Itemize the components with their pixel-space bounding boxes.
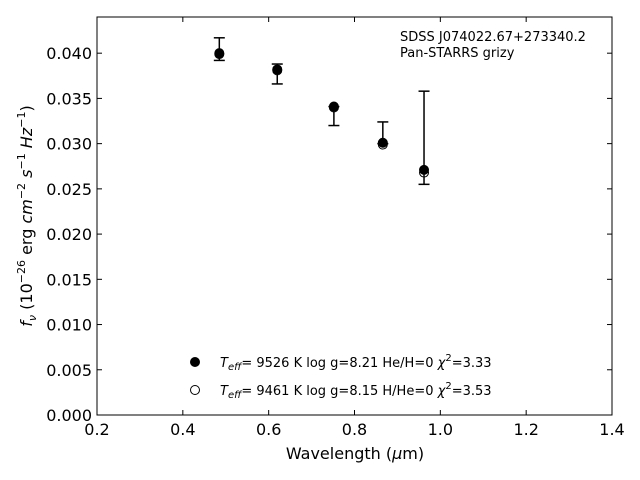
y-tick-label: 0.000 <box>46 406 92 425</box>
y-axis-title: fν (10−26 erg cm−2 s−1 Hz−1) <box>15 105 39 326</box>
x-tick-label: 0.4 <box>170 420 195 439</box>
y-tick-label: 0.030 <box>46 135 92 154</box>
x-tick-label: 1.4 <box>599 420 624 439</box>
model-point-open <box>328 102 339 113</box>
x-tick-label: 0.2 <box>84 420 109 439</box>
annotation-survey: Pan-STARRS grizy <box>400 46 515 61</box>
y-tick-label: 0.005 <box>46 361 92 380</box>
y-tick-label: 0.020 <box>46 225 92 244</box>
legend: Teff= 9526 K log g=8.21 He/H=0 χ2=3.33 T… <box>190 353 492 401</box>
y-tick-label: 0.035 <box>46 89 92 108</box>
model-point-open <box>419 167 430 178</box>
legend-marker-filled <box>190 357 200 367</box>
y-tick-label: 0.010 <box>46 316 92 335</box>
model-point-open <box>377 139 388 150</box>
y-tick-label: 0.025 <box>46 180 92 199</box>
legend-label-da: Teff= 9526 K log g=8.21 He/H=0 χ2=3.33 <box>220 353 492 373</box>
x-tick-label: 0.6 <box>256 420 281 439</box>
x-tick-label: 0.8 <box>342 420 367 439</box>
legend-entry-da: Teff= 9526 K log g=8.21 He/H=0 χ2=3.33 <box>190 353 492 373</box>
legend-marker-open <box>190 385 200 395</box>
ticks-layer: 0.2 0.4 0.6 0.8 1.0 1.2 1.4 0.000 0.005 0.010 0.01… <box>46 17 625 439</box>
model-point-filled <box>419 164 430 175</box>
legend-entry-db: Teff= 9461 K log g=8.15 H/He=0 χ2=3.53 <box>190 381 492 401</box>
x-tick-label: 1.2 <box>513 420 538 439</box>
model-point-open <box>214 49 225 60</box>
y-tick-label: 0.015 <box>46 270 92 289</box>
model-point-open <box>272 65 283 76</box>
x-axis-title: Wavelength (μm) <box>286 444 424 463</box>
y-tick-label: 0.040 <box>46 44 92 63</box>
annotation-object-name: SDSS J074022.67+273340.2 <box>400 30 586 45</box>
x-tick-label: 1.0 <box>428 420 453 439</box>
plot-layer <box>213 37 430 186</box>
legend-label-db: Teff= 9461 K log g=8.15 H/He=0 χ2=3.53 <box>220 381 492 401</box>
